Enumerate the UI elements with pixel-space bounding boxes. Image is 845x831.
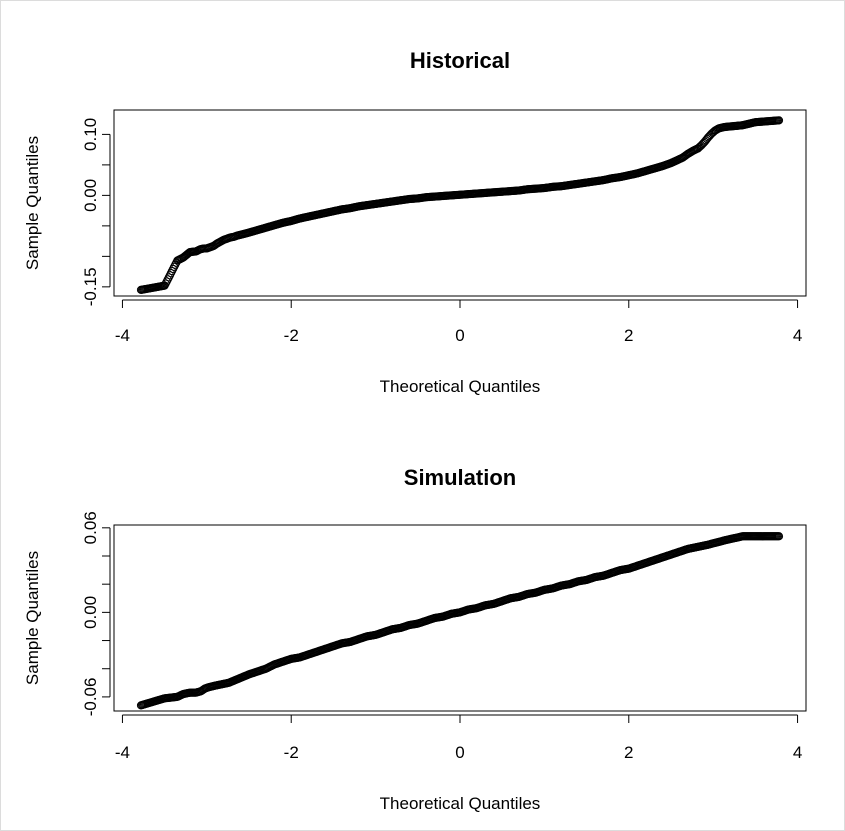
x-tick-label: -4 (115, 326, 130, 345)
x-tick-label: 4 (793, 326, 802, 345)
x-tick-label: 2 (624, 326, 633, 345)
y-tick-label: -0.15 (81, 267, 100, 306)
x-tick-label: 4 (793, 743, 802, 762)
y-tick-label: 0.00 (81, 179, 100, 212)
x-tick-label: -2 (284, 326, 299, 345)
x-tick-label: 0 (455, 743, 464, 762)
chart-title: Historical (410, 48, 510, 73)
y-tick-label: 0.06 (81, 511, 100, 544)
y-axis-label: Sample Quantiles (23, 551, 42, 685)
plot-box (113, 109, 807, 297)
x-axis-label: Theoretical Quantiles (380, 377, 541, 396)
x-tick-label: 0 (455, 326, 464, 345)
chart-panel-1: Historical -4 -2 0 2 4 -0.15 0.00 0.10 Theoretica… (23, 48, 807, 396)
x-tick-label: -2 (284, 743, 299, 762)
x-tick-label: -4 (115, 743, 130, 762)
x-axis-label: Theoretical Quantiles (380, 794, 541, 813)
y-axis-label: Sample Quantiles (23, 136, 42, 270)
x-tick-label: 2 (624, 743, 633, 762)
data-points (136, 116, 784, 295)
y-tick-label: 0.10 (81, 118, 100, 151)
chart-panel-2: Simulation -4 -2 0 2 4 -0.06 0.00 0.06 Theoretica… (23, 465, 807, 813)
y-tick-label: -0.06 (81, 678, 100, 717)
data-point (774, 532, 784, 541)
data-point (774, 116, 784, 125)
y-tick-label: 0.00 (81, 596, 100, 629)
data-points (136, 532, 784, 710)
plot-box (113, 524, 807, 712)
chart-title: Simulation (404, 465, 516, 490)
